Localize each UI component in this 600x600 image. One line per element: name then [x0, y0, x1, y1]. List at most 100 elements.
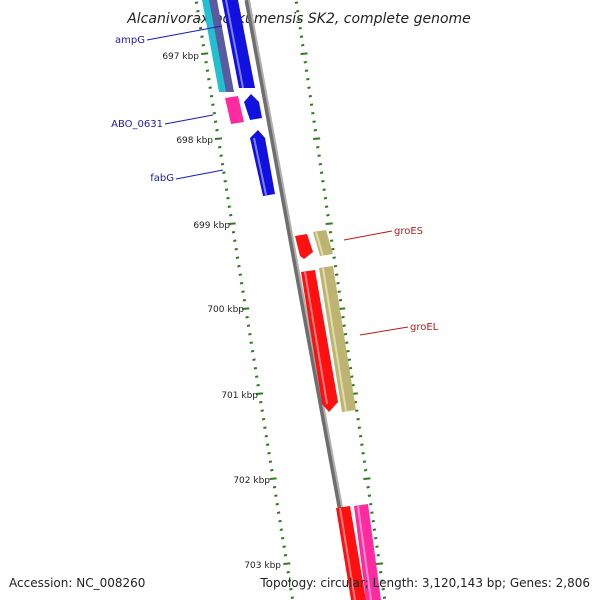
inner-scale-minor-tick: [219, 154, 223, 157]
outer-scale-minor-tick: [298, 26, 302, 30]
inner-scale-minor-tick: [281, 536, 285, 540]
inner-scale-minor-tick: [278, 519, 282, 523]
outer-scale-minor-tick: [382, 596, 387, 599]
outer-scale-minor-tick: [297, 18, 301, 21]
gene-slate-top[interactable]: [209, 0, 234, 92]
outer-scale-minor-tick: [345, 341, 349, 344]
gene-red-large-shine: [304, 271, 328, 405]
outer-scale-minor-tick: [316, 145, 320, 149]
inner-scale-minor-tick: [290, 596, 294, 599]
inner-scale-major-tick: [228, 222, 236, 225]
leader-gro-es: [343, 230, 393, 241]
inner-scale-minor-tick: [233, 239, 237, 242]
outer-scale-minor-tick: [331, 247, 335, 251]
tick-label-697: 697 kbp: [162, 52, 199, 62]
outer-scale-minor-tick: [342, 324, 346, 327]
gene-label-fab-g[interactable]: fabG: [150, 173, 174, 184]
inner-scale-minor-tick: [242, 298, 247, 302]
backbone-line: [244, 0, 360, 600]
inner-scale-minor-tick: [279, 528, 283, 531]
outer-scale-minor-tick: [361, 451, 365, 455]
tick-label-698: 698 kbp: [176, 136, 213, 146]
inner-scale-minor-tick: [231, 230, 236, 234]
inner-scale-ticks: [194, 1, 294, 599]
outer-scale-minor-tick: [341, 315, 345, 319]
inner-scale-minor-tick: [241, 290, 245, 293]
outer-scale-minor-tick: [294, 1, 299, 4]
outer-scale-minor-tick: [321, 179, 325, 183]
gene-abo-0631[interactable]: [244, 94, 262, 120]
inner-scale-minor-tick: [197, 18, 201, 21]
gene-label-amp-g[interactable]: ampG: [115, 35, 145, 46]
inner-scale-minor-tick: [246, 324, 251, 327]
outer-scale-minor-tick: [375, 545, 379, 548]
gene-label-abo-0631[interactable]: ABO_0631: [111, 119, 163, 130]
inner-scale-minor-tick: [276, 511, 281, 514]
gene-fab-g-shine: [253, 137, 267, 196]
inner-scale-minor-tick: [226, 196, 230, 200]
scale-labels: 697 kbp 698 kbp 699 kbp 700 kbp 701 kbp …: [162, 52, 281, 571]
outer-scale-minor-tick: [376, 553, 380, 557]
outer-scale-minor-tick: [330, 239, 334, 242]
outer-scale-minor-tick: [338, 298, 343, 302]
inner-scale-minor-tick: [274, 494, 278, 497]
outer-scale-minor-tick: [355, 409, 359, 412]
inner-scale-minor-tick: [261, 417, 266, 421]
inner-scale-minor-tick: [220, 162, 225, 166]
inner-scale-major-tick: [283, 562, 291, 565]
outer-scale-minor-tick: [362, 460, 367, 463]
outer-scale-minor-tick: [371, 519, 375, 523]
outer-scale-minor-tick: [356, 417, 360, 421]
outer-scale-minor-tick: [346, 349, 350, 353]
outer-scale-major-tick: [313, 137, 321, 140]
outer-scale-minor-tick: [333, 264, 338, 268]
inner-scale-minor-tick: [239, 281, 244, 285]
inner-scale-minor-tick: [207, 77, 211, 81]
gene-amp-g-shine: [225, 0, 244, 89]
inner-scale-minor-tick: [260, 409, 264, 412]
outer-scale-minor-tick: [323, 196, 328, 200]
inner-scale-minor-tick: [196, 9, 200, 13]
inner-scale-minor-tick: [222, 171, 226, 174]
inner-scale-minor-tick: [283, 553, 288, 557]
outer-scale-minor-tick: [319, 171, 324, 174]
gene-label-gro-el[interactable]: groEL: [410, 322, 439, 333]
inner-scale-minor-tick: [198, 26, 203, 30]
inner-scale-minor-tick: [227, 205, 231, 208]
outer-scale-minor-tick: [304, 69, 309, 72]
tick-label-699: 699 kbp: [193, 221, 230, 231]
inner-scale-major-tick: [269, 477, 277, 480]
tick-label-701: 701 kbp: [221, 391, 258, 401]
inner-scale-minor-tick: [245, 315, 249, 319]
inner-scale-major-tick: [242, 307, 250, 310]
inner-scale-minor-tick: [268, 460, 273, 463]
gene-gro-el-shine: [322, 267, 347, 412]
outer-scale-minor-tick: [313, 128, 317, 132]
leader-abo-0631: [164, 114, 214, 125]
accession-text: Accession: NC_008260: [9, 576, 145, 590]
inner-scale-minor-tick: [235, 256, 240, 259]
genome-summary-text: Topology: circular; Length: 3,120,143 bp…: [259, 576, 590, 590]
gene-label-gro-es[interactable]: groES: [394, 226, 423, 237]
outer-scale-minor-tick: [366, 485, 370, 489]
outer-scale-minor-tick: [363, 468, 368, 472]
outer-scale-minor-tick: [311, 111, 315, 115]
tick-label-702: 702 kbp: [233, 476, 270, 486]
outer-scale-minor-tick: [296, 9, 300, 13]
inner-scale-minor-tick: [275, 502, 279, 506]
outer-scale-minor-tick: [337, 290, 341, 293]
tick-label-703: 703 kbp: [244, 561, 281, 571]
outer-scale-minor-tick: [372, 528, 377, 531]
outer-scale-minor-tick: [374, 536, 378, 540]
gene-magenta-small[interactable]: [225, 96, 244, 124]
inner-scale-minor-tick: [213, 120, 218, 123]
inner-scale-minor-tick: [267, 451, 271, 455]
inner-scale-minor-tick: [282, 545, 286, 548]
inner-scale-minor-tick: [205, 69, 210, 72]
inner-scale-minor-tick: [204, 60, 208, 64]
outer-scale-minor-tick: [332, 256, 336, 259]
inner-scale-minor-tick: [215, 128, 219, 132]
inner-scale-minor-tick: [287, 579, 292, 582]
gene-red-small[interactable]: [295, 234, 313, 259]
